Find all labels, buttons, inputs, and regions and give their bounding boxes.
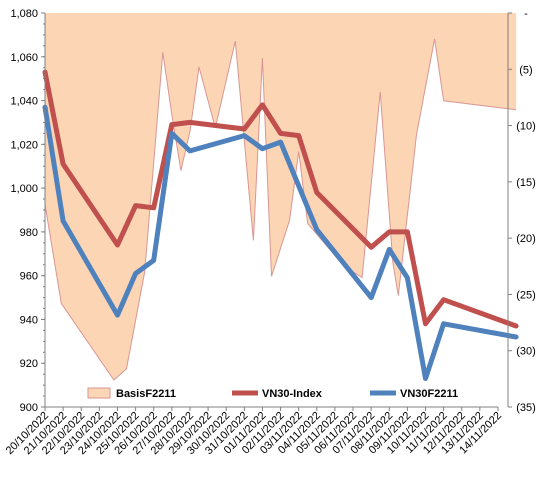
area-basis-edge <box>44 38 517 381</box>
series-line-vn30-index <box>42 69 519 329</box>
legend: BasisF2211 VN30-Index VN30F2211 <box>87 387 458 400</box>
right-tick-label: (5) <box>519 64 532 76</box>
area-basis-fill <box>45 13 517 380</box>
series-line-vn30f2211 <box>42 104 519 381</box>
legend-swatch-basisf2211 <box>87 387 111 399</box>
right-tick-label: - <box>524 8 528 20</box>
left-tick-label: 920 <box>20 358 38 370</box>
right-tick-label: (20) <box>516 233 536 245</box>
legend-label-basisf2211: BasisF2211 <box>116 388 176 400</box>
area-layer <box>44 13 517 381</box>
right-tick-label: (25) <box>516 289 536 301</box>
right-tick-label: (10) <box>516 121 536 133</box>
right-tick-label: (30) <box>516 346 536 358</box>
left-tick-label: 1,020 <box>10 139 38 151</box>
label-layer: 900 920 940 960 980 1,000 1,020 1,040 1,060 1,080… <box>4 8 536 457</box>
right-tick-label: (15) <box>516 177 536 189</box>
axis-layer <box>41 12 512 411</box>
left-tick-label: 1,000 <box>10 183 38 195</box>
left-tick-label: 1,080 <box>10 8 38 20</box>
left-tick-label: 960 <box>20 271 38 283</box>
left-tick-label: 980 <box>20 227 38 239</box>
left-tick-label: 1,040 <box>10 96 38 108</box>
right-tick-label: (35) <box>516 402 536 414</box>
left-tick-label: 900 <box>20 402 38 414</box>
legend-label-vn30f2211: VN30F2211 <box>400 388 458 400</box>
left-tick-label: 1,060 <box>10 52 38 64</box>
line-layer <box>42 69 519 381</box>
left-tick-label: 940 <box>20 314 38 326</box>
legend-label-vn30-index: VN30-Index <box>262 388 323 400</box>
